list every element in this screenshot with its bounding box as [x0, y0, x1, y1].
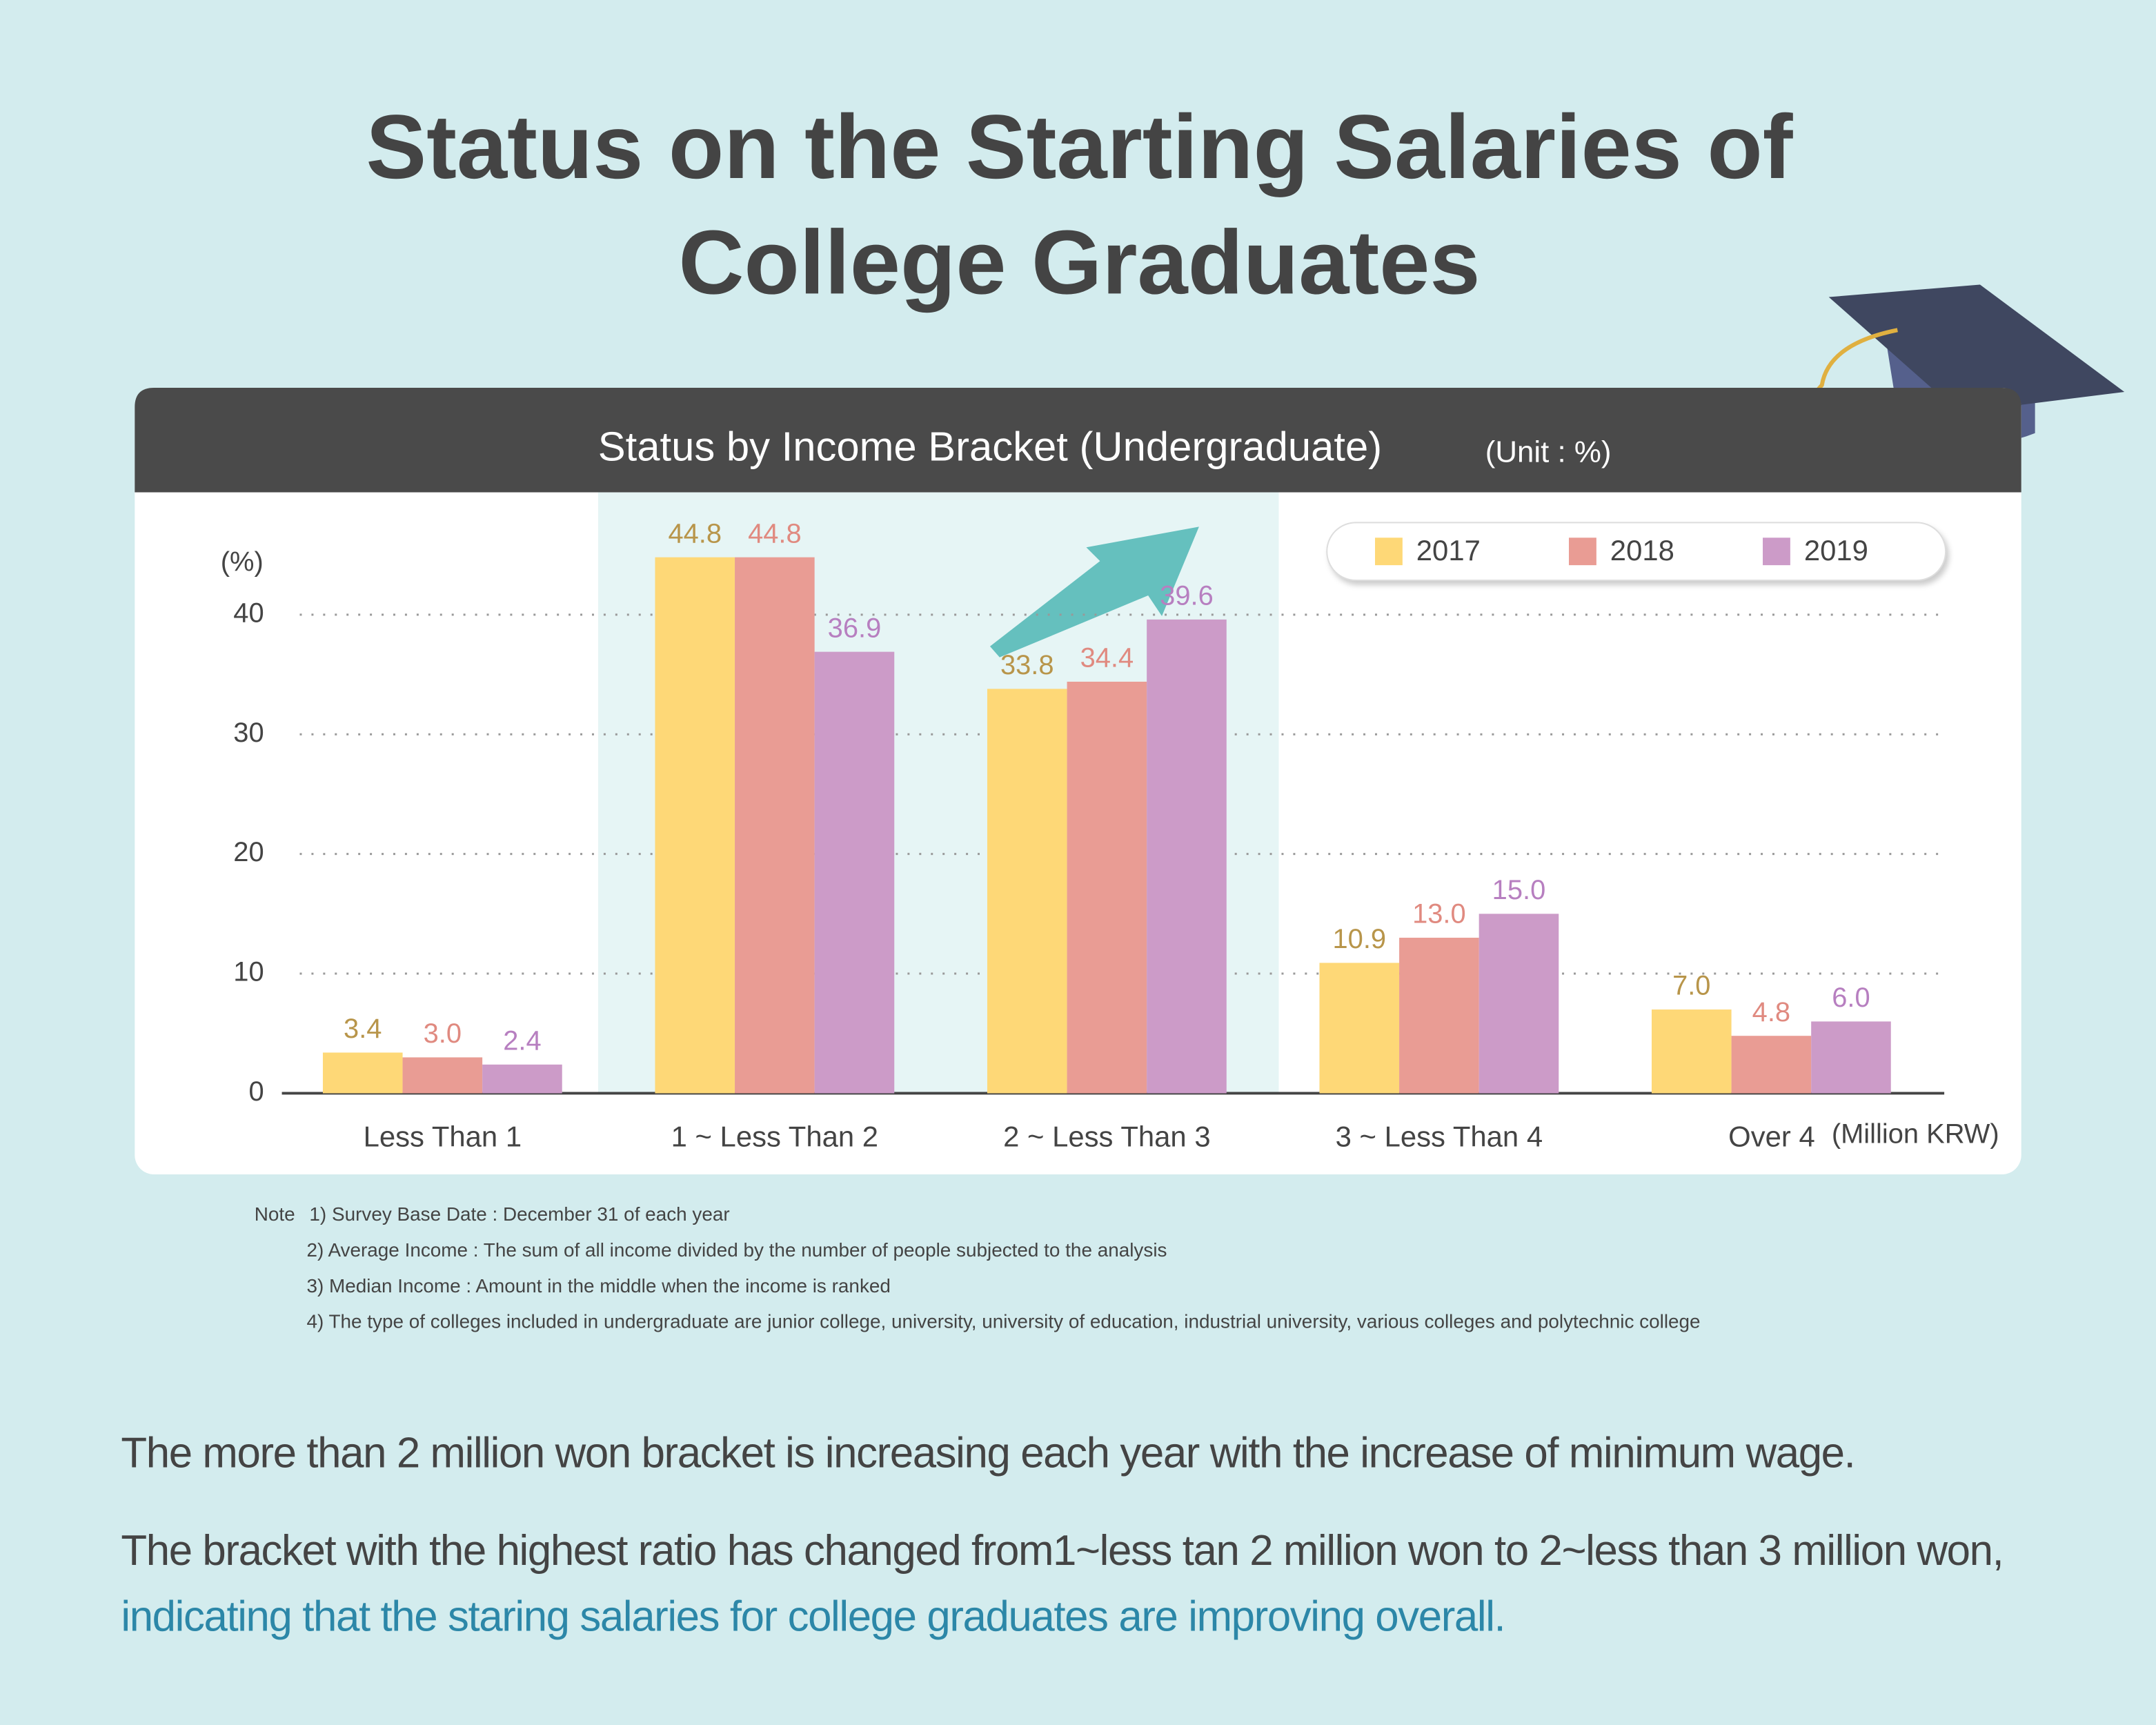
- value-label: 36.9: [828, 613, 882, 643]
- summary: The bracket with the highest ratio has c…: [121, 1518, 2101, 1650]
- note-label: Note: [255, 1203, 295, 1225]
- value-label: 3.4: [344, 1014, 382, 1044]
- bar: [1731, 1036, 1812, 1094]
- note-item: 1) Survey Base Date : December 31 of eac…: [309, 1203, 729, 1225]
- note-item: 2) Average Income : The sum of all incom…: [306, 1239, 1167, 1261]
- bar: [987, 689, 1067, 1094]
- page-title: Status on the Starting Salaries of: [366, 96, 1793, 197]
- value-label: 7.0: [1672, 971, 1710, 1001]
- bar: [1651, 1009, 1732, 1094]
- legend-label: 2017: [1416, 534, 1481, 566]
- value-label: 33.8: [1000, 650, 1054, 680]
- bar: [1478, 914, 1559, 1094]
- summary: The more than 2 million won bracket is i…: [121, 1428, 1855, 1477]
- value-label: 34.4: [1080, 643, 1134, 673]
- y-tick-label: 20: [233, 837, 264, 867]
- x-tick-label: 3 ~ Less Than 4: [1336, 1120, 1543, 1152]
- x-tick-label: Over 4: [1728, 1120, 1815, 1152]
- legend-swatch: [1375, 538, 1403, 566]
- x-tick-label: 2 ~ Less Than 3: [1003, 1120, 1211, 1152]
- unit-label: (Unit : %): [1485, 435, 1612, 469]
- bar: [402, 1057, 483, 1094]
- legend-label: 2018: [1610, 534, 1674, 566]
- bar: [1147, 619, 1227, 1094]
- value-label: 3.0: [424, 1018, 462, 1049]
- page-title: College Graduates: [678, 211, 1480, 313]
- legend: [1326, 522, 1947, 582]
- value-label: 15.0: [1492, 875, 1546, 905]
- note-item: 3) Median Income : Amount in the middle …: [306, 1275, 890, 1297]
- note-item: 4) The type of colleges included in unde…: [306, 1311, 1700, 1332]
- value-label: 44.8: [748, 518, 802, 549]
- trend-arrow: [989, 526, 1199, 658]
- y-tick-label: 40: [233, 598, 264, 628]
- bar: [735, 557, 815, 1094]
- bar: [655, 557, 735, 1094]
- x-tick-label: Less Than 1: [364, 1120, 522, 1152]
- value-label: 39.6: [1160, 580, 1214, 611]
- bar: [1811, 1021, 1891, 1094]
- x-unit-label: (Million KRW): [1832, 1119, 1999, 1150]
- value-label: 4.8: [1752, 997, 1790, 1027]
- chart-title: Status by Income Bracket (Undergraduate): [598, 424, 1382, 470]
- bar: [1067, 681, 1147, 1094]
- panel-header: [135, 388, 2021, 493]
- x-tick-label: 1 ~ Less Than 2: [671, 1120, 879, 1152]
- legend-swatch: [1763, 538, 1790, 566]
- legend-label: 2019: [1804, 534, 1868, 566]
- summary-text: The bracket with the highest ratio has c…: [121, 1526, 2004, 1575]
- bar: [1319, 963, 1400, 1094]
- bar: [1399, 938, 1479, 1094]
- bar: [814, 651, 895, 1094]
- y-tick-label: 30: [233, 718, 264, 748]
- y-axis-label: (%): [221, 547, 264, 578]
- y-tick-label: 0: [248, 1076, 264, 1107]
- legend-swatch: [1569, 538, 1596, 566]
- bar: [322, 1052, 403, 1094]
- value-label: 2.4: [503, 1025, 541, 1056]
- summary-highlight: indicating that the staring salaries for…: [121, 1592, 1505, 1641]
- value-label: 13.0: [1412, 899, 1466, 929]
- bar: [482, 1064, 562, 1094]
- y-tick-label: 10: [233, 957, 264, 987]
- value-label: 44.8: [668, 518, 722, 549]
- value-label: 10.9: [1332, 924, 1386, 954]
- value-label: 6.0: [1832, 983, 1870, 1013]
